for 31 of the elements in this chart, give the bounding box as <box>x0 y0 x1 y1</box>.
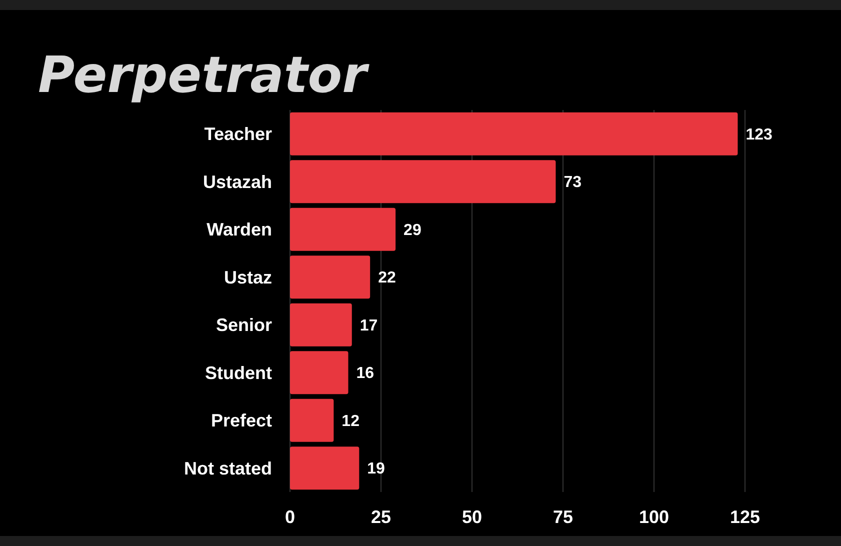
y-tick-label: Not stated <box>184 458 272 478</box>
x-tick-label: 125 <box>730 507 760 527</box>
x-tick-label: 100 <box>638 507 670 527</box>
data-label: 123 <box>746 126 773 144</box>
data-label: 29 <box>404 222 422 239</box>
bar <box>290 256 370 299</box>
data-label: 22 <box>378 270 396 287</box>
bar <box>290 398 334 442</box>
y-tick-label: Senior <box>216 315 272 336</box>
bar <box>290 112 738 156</box>
y-tick-label: Ustaz <box>224 267 272 288</box>
y-tick-label: Teacher <box>204 124 272 144</box>
y-tick-label: Warden <box>206 220 272 240</box>
x-tick-label: 75 <box>552 507 574 527</box>
data-label: 12 <box>342 412 360 430</box>
data-label: 16 <box>356 365 374 382</box>
bar <box>290 446 360 490</box>
x-tick-label: 25 <box>370 507 392 527</box>
bar <box>290 351 348 394</box>
y-tick-label: Prefect <box>210 410 272 431</box>
bar <box>290 208 396 251</box>
bar <box>290 160 556 204</box>
data-label: 73 <box>564 174 582 192</box>
chart-title: Perpetrator <box>38 46 370 104</box>
x-tick-label: 0 <box>284 507 296 527</box>
x-tick-label: 50 <box>462 507 482 527</box>
data-label: 19 <box>367 460 386 478</box>
y-tick-label: Student <box>205 362 272 383</box>
bar <box>290 303 352 346</box>
y-tick-label: Ustazah <box>202 172 272 192</box>
data-label: 17 <box>360 317 378 334</box>
